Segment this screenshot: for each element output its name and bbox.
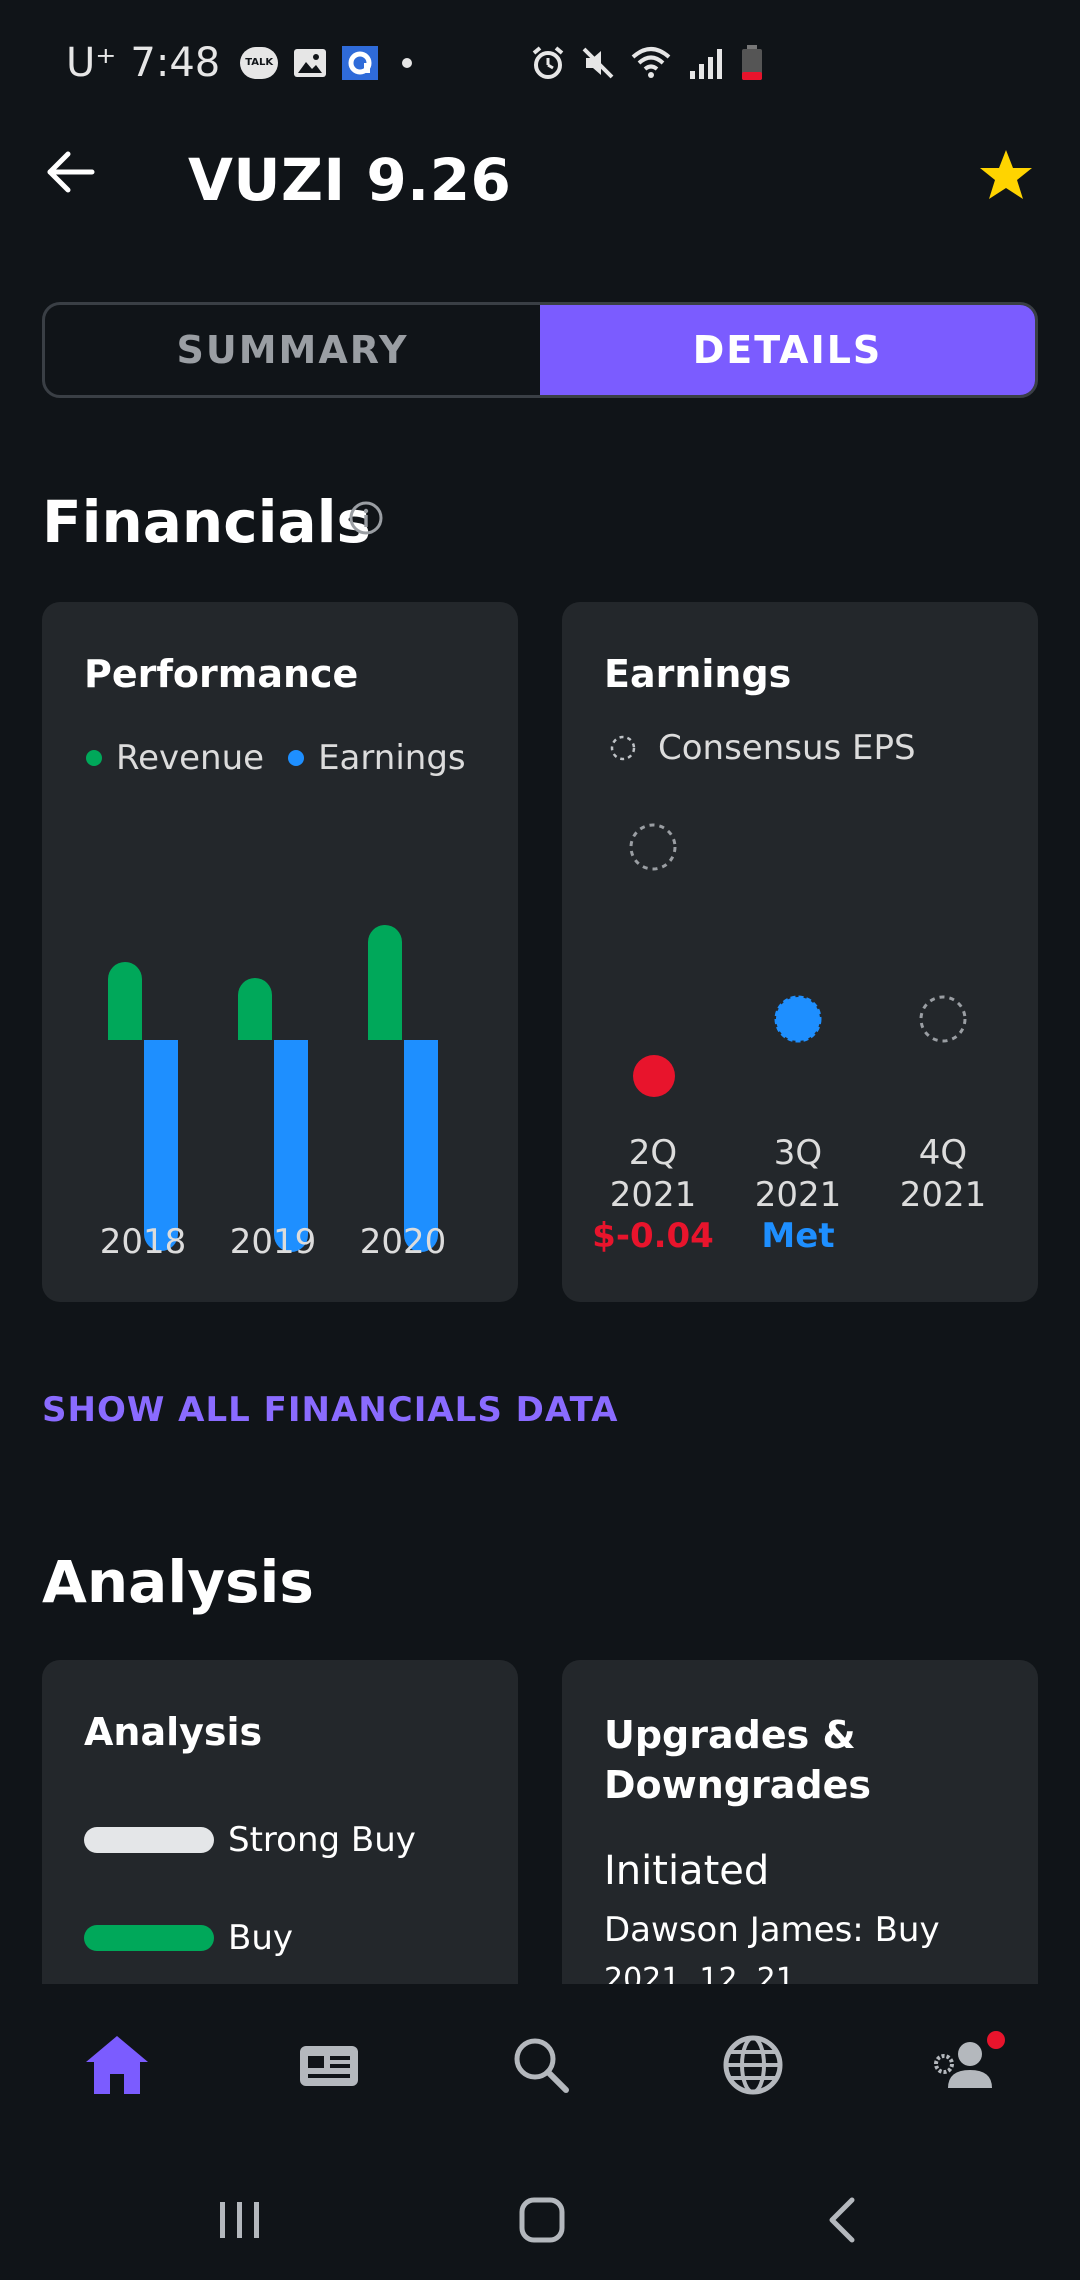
analysis-heading: Analysis	[42, 1548, 314, 1616]
alarm-icon	[532, 46, 564, 79]
earnings-card[interactable]: Earnings Consensus EPS 2Q 2021 3Q 2021 4…	[562, 602, 1038, 1302]
earnings-bar-2020	[404, 1040, 438, 1253]
revenue-bar-2018	[108, 962, 142, 1040]
talk-icon: TALK	[240, 47, 279, 79]
news-icon	[300, 2046, 358, 2086]
show-all-financials-link[interactable]: SHOW ALL FINANCIALS DATA	[42, 1390, 619, 1430]
home-system-button[interactable]	[512, 2190, 572, 2250]
favorite-button[interactable]	[976, 146, 1036, 206]
nav-search[interactable]	[506, 2030, 576, 2100]
tab-details[interactable]: DETAILS	[540, 305, 1035, 395]
result-2q: $-0.04	[592, 1216, 714, 1256]
recents-icon	[220, 2202, 259, 2238]
upgrades-title: Upgrades & Downgrades	[604, 1710, 871, 1810]
home-square-icon	[519, 2197, 565, 2243]
status-right	[530, 44, 764, 82]
home-icon	[86, 2036, 148, 2094]
signal-icon	[690, 49, 722, 79]
status-time: 7:48	[130, 40, 221, 86]
result-3q: Met	[761, 1216, 835, 1256]
buy-bar	[84, 1925, 214, 1951]
recents-button[interactable]	[210, 2190, 270, 2250]
performance-title: Performance	[84, 652, 359, 696]
analysis-card-title: Analysis	[84, 1710, 263, 1754]
year-2q: 2021	[609, 1175, 697, 1215]
x-tick-2020: 2020	[359, 1222, 447, 1262]
earnings-dot	[288, 750, 305, 766]
legend-revenue: Revenue	[116, 738, 265, 778]
x-tick-2019: 2019	[229, 1222, 317, 1262]
nav-home[interactable]	[82, 2030, 152, 2100]
analysis-card[interactable]: Analysis Strong Buy Buy	[42, 1660, 518, 1990]
quarter-label-3q: 3Q 2021	[728, 1132, 868, 1216]
talk-icon-label: TALK	[245, 57, 274, 68]
chevron-left-icon	[829, 2197, 855, 2243]
actual-marker-2q	[633, 1055, 675, 1097]
quarter-label-4q: 4Q 2021	[873, 1132, 1013, 1216]
quarter-2q: 2Q	[628, 1133, 678, 1173]
earnings-title: Earnings	[604, 652, 792, 696]
legend-consensus-eps: Consensus EPS	[658, 728, 916, 768]
legend-earnings: Earnings	[318, 738, 466, 778]
performance-legend: Revenue Earnings	[86, 738, 466, 778]
tab-summary[interactable]: SUMMARY	[176, 328, 409, 372]
revenue-bar-2019	[238, 977, 272, 1040]
consensus-marker-2q	[629, 823, 677, 871]
profile-icon	[934, 2031, 1005, 2088]
year-4q: 2021	[899, 1175, 987, 1215]
x-tick-2018: 2018	[99, 1222, 187, 1262]
wifi-icon	[631, 47, 671, 78]
battery-icon	[742, 45, 762, 80]
quarter-label-2q: 2Q 2021	[583, 1132, 723, 1216]
earnings-legend: Consensus EPS	[608, 728, 916, 768]
info-icon[interactable]	[348, 500, 384, 536]
upgrades-title-line2: Downgrades	[604, 1763, 871, 1807]
quarter-4q: 4Q	[918, 1133, 968, 1173]
earnings-bar-2018	[144, 1040, 178, 1252]
status-bar: U⁺ 7:48 TALK	[0, 0, 1080, 120]
strong-buy-label: Strong Buy	[228, 1820, 416, 1860]
mute-icon	[582, 47, 614, 79]
tab-bar: SUMMARY DETAILS	[42, 302, 1038, 398]
financials-heading: Financials	[42, 488, 372, 556]
consensus-dashed-circle-icon	[610, 735, 636, 761]
arrow-left-icon	[47, 151, 95, 193]
upgrades-title-line1: Upgrades &	[604, 1713, 856, 1757]
carrier-label: U⁺	[66, 40, 117, 86]
back-system-button[interactable]	[814, 2190, 874, 2250]
globe-icon	[723, 2035, 783, 2095]
revenue-bar-2020	[368, 924, 402, 1040]
search-icon	[514, 2038, 569, 2093]
upgrade-action: Initiated	[604, 1848, 770, 1894]
page-title: VUZI 9.26	[188, 146, 512, 214]
upgrades-card[interactable]: Upgrades & Downgrades Initiated Dawson J…	[562, 1660, 1038, 1990]
status-left: U⁺ 7:48 TALK	[66, 40, 413, 86]
rating-strong-buy: Strong Buy	[84, 1820, 416, 1860]
app-notification-icon	[342, 46, 379, 80]
consensus-marker-3q	[774, 995, 822, 1043]
earnings-bar-2019	[274, 1040, 308, 1253]
nav-news[interactable]	[294, 2030, 364, 2100]
back-button[interactable]	[40, 140, 104, 204]
star-icon	[980, 150, 1032, 199]
strong-buy-bar	[84, 1827, 214, 1853]
upgrade-firm: Dawson James: Buy	[604, 1910, 940, 1950]
buy-label: Buy	[228, 1918, 293, 1958]
rating-buy: Buy	[84, 1918, 293, 1958]
nav-profile[interactable]	[930, 2030, 1005, 2100]
revenue-dot	[86, 750, 102, 766]
performance-chart: 2018 2019 2020	[42, 602, 518, 1302]
gallery-icon	[294, 49, 327, 77]
consensus-marker-4q	[919, 995, 967, 1043]
year-3q: 2021	[754, 1175, 842, 1215]
bottom-nav	[0, 1984, 1080, 2154]
nav-markets[interactable]	[718, 2030, 788, 2100]
system-nav-bar	[0, 2150, 1080, 2280]
performance-card[interactable]: Performance Revenue Earnings 2018 2019 202…	[42, 602, 518, 1302]
quarter-3q: 3Q	[773, 1133, 823, 1173]
more-notifications-dot	[402, 58, 413, 68]
